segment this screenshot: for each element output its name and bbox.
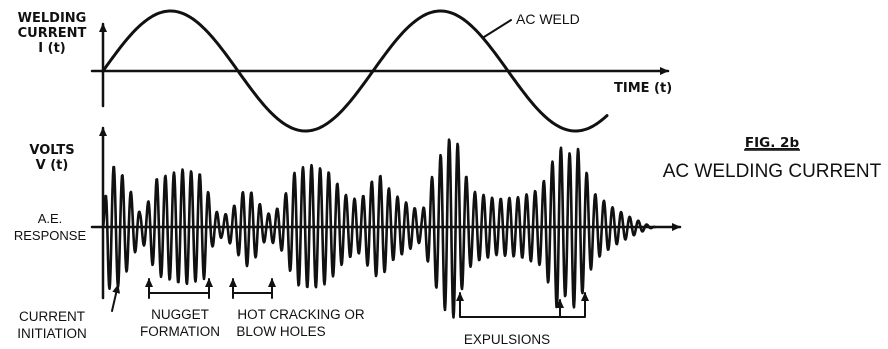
ac-weld-label: AC WELD <box>516 11 580 27</box>
current-initiation-label-line1: CURRENT <box>19 309 85 324</box>
current-panel: WELDING CURRENT I (t) TIME (t) AC WELD <box>18 9 672 133</box>
ae-response-label-line1: A.E. <box>38 211 63 226</box>
hot-cracking-label-line1: HOT CRACKING OR <box>237 307 365 322</box>
volts-axis-label-line1: VOLTS <box>29 143 74 158</box>
expulsions-label: EXPULSIONS <box>464 332 550 347</box>
current-axis-label-line2: CURRENT <box>18 26 87 41</box>
nugget-formation-label-line2: FORMATION <box>140 324 220 339</box>
ac-weld-current-curve <box>101 9 609 133</box>
current-axis-label-line3: I (t) <box>38 41 65 56</box>
annotations: CURRENT INITIATION NUGGET FORMATION HOT … <box>17 278 589 347</box>
ae-response-waveform <box>101 138 657 319</box>
ae-panel: VOLTS V (t) A.E. RESPONSE <box>14 126 682 319</box>
current-initiation-arrow <box>111 284 121 312</box>
ae-response-label-line2: RESPONSE <box>14 228 87 243</box>
figure-number: FIG. 2b <box>745 135 800 151</box>
nugget-formation-bracket <box>148 292 210 299</box>
current-axis-label-line1: WELDING <box>18 11 87 26</box>
hot-cracking-bracket <box>232 292 273 299</box>
volts-axis-label-line2: V (t) <box>36 158 69 173</box>
ac-weld-leader-line <box>483 19 512 38</box>
nugget-formation-label-line1: NUGGET <box>151 307 209 322</box>
current-initiation-label-line2: INITIATION <box>17 326 87 341</box>
figure-title: AC WELDING CURRENT <box>663 161 882 182</box>
hot-cracking-label-line2: BLOW HOLES <box>236 324 325 339</box>
figure-caption: FIG. 2b AC WELDING CURRENT <box>663 135 882 182</box>
expulsions-bracket <box>459 298 586 318</box>
time-axis-label: TIME (t) <box>614 81 672 96</box>
